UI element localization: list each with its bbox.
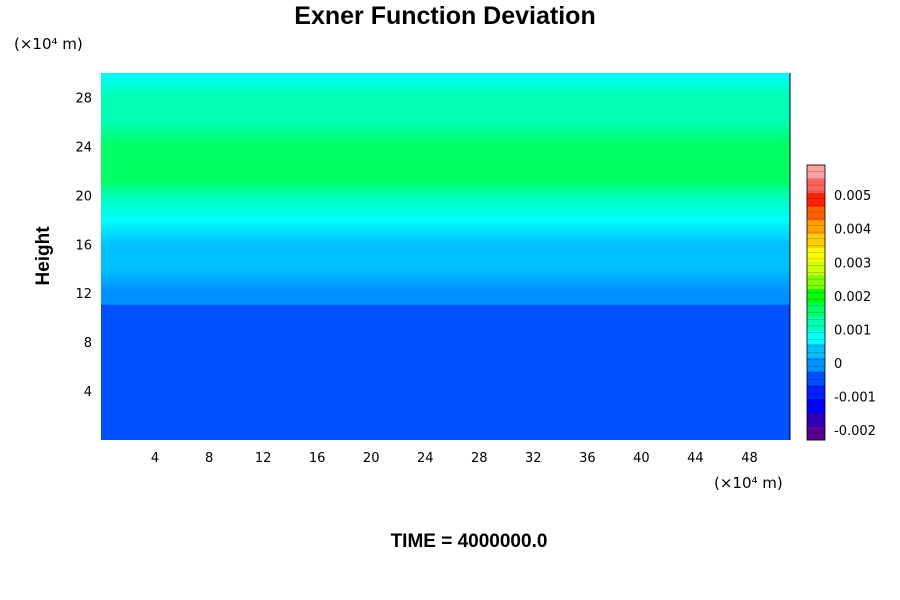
x-tick-label: 12 [255, 451, 272, 466]
x-tick-label: 28 [471, 451, 488, 466]
colorbar-swatch [807, 165, 825, 180]
exner-field [101, 73, 790, 440]
colorbar-tick-label: 0.005 [834, 189, 871, 204]
x-tick-label: 8 [205, 451, 213, 466]
y-tick-label: 16 [75, 238, 92, 253]
y-axis: 4 8 12 16 20 24 28 [75, 91, 92, 400]
colorbar-swatch [807, 220, 825, 235]
colorbar: 0.005 0.004 0.003 0.002 0.001 0 -0.001 -0.002 [806, 164, 876, 441]
colorbar-swatch [807, 412, 825, 427]
colorbar-tick-label: -0.001 [834, 390, 876, 405]
colorbar-tick-label: 0.004 [834, 223, 871, 238]
colorbar-swatch [807, 330, 825, 345]
colorbar-tick-label: -0.002 [834, 424, 876, 439]
x-tick-label: 32 [525, 451, 542, 466]
colorbar-swatch [807, 316, 825, 331]
colorbar-swatch [807, 371, 825, 386]
y-tick-label: 4 [84, 385, 92, 400]
colorbar-swatch [807, 247, 825, 262]
colorbar-swatch [807, 192, 825, 207]
colorbar-tick-label: 0.002 [834, 290, 871, 305]
colorbar-swatch [807, 343, 825, 358]
colorbar-tick-label: 0.001 [834, 323, 871, 338]
y-tick-label: 12 [75, 287, 92, 302]
x-tick-label: 44 [687, 451, 704, 466]
x-tick-label: 36 [579, 451, 596, 466]
x-tick-label: 4 [151, 451, 159, 466]
x-unit-label: (×10⁴ m) [714, 474, 783, 492]
y-tick-label: 8 [84, 336, 92, 351]
colorbar-swatch [807, 302, 825, 317]
x-tick-label: 20 [363, 451, 380, 466]
colorbar-swatch [807, 178, 825, 193]
colorbar-swatch [807, 275, 825, 290]
colorbar-swatch [807, 398, 825, 413]
plot-area [101, 73, 791, 440]
x-tick-label: 24 [417, 451, 434, 466]
colorbar-frame [806, 164, 826, 441]
y-tick-label: 24 [75, 140, 92, 155]
y-tick-label: 20 [75, 189, 92, 204]
x-axis: 4 8 12 16 20 24 28 32 36 40 44 48 [151, 451, 758, 466]
colorbar-swatch [807, 206, 825, 221]
colorbar-swatch [807, 261, 825, 276]
colorbar-swatch [807, 233, 825, 248]
x-tick-label: 48 [741, 451, 758, 466]
x-tick-label: 40 [633, 451, 650, 466]
time-label: TIME = 4000000.0 [390, 531, 548, 552]
x-tick-label: 16 [309, 451, 326, 466]
colorbar-swatch [807, 385, 825, 400]
colorbar-tick-label: 0.003 [834, 256, 871, 271]
colorbar-swatch [807, 426, 825, 441]
y-unit-label: (×10⁴ m) [14, 35, 83, 53]
colorbar-swatch [807, 288, 825, 303]
y-axis-label: Height [33, 226, 54, 286]
y-tick-label: 28 [75, 91, 92, 106]
colorbar-swatch [807, 357, 825, 372]
colorbar-tick-label: 0 [834, 357, 842, 372]
chart-title: Exner Function Deviation [294, 2, 596, 30]
